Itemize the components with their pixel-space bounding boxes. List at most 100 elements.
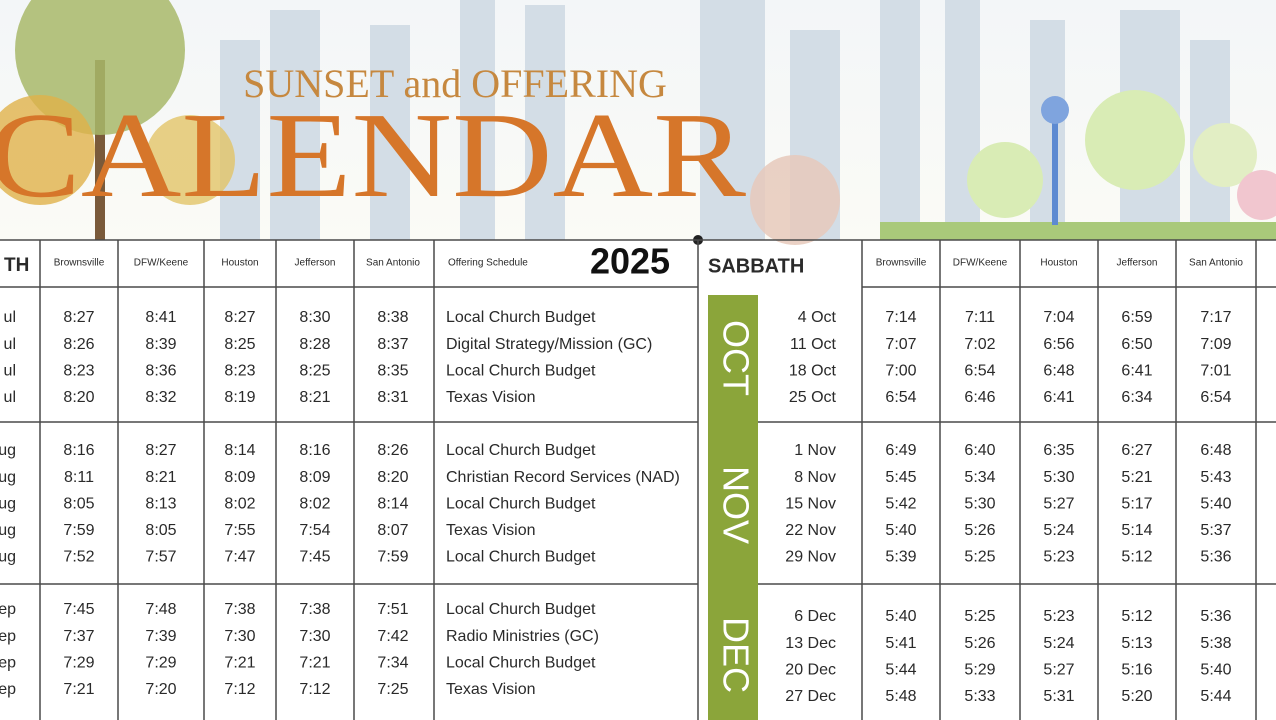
cell: 5:31 <box>1043 688 1074 705</box>
cell: 8:16 <box>299 442 330 459</box>
cell: 6:59 <box>1121 309 1152 326</box>
cell: 7:21 <box>63 681 94 698</box>
cell: 5:30 <box>1043 469 1074 486</box>
cell: ep <box>0 654 16 671</box>
column-header: Brownsville <box>54 258 105 269</box>
cell: 8:26 <box>377 442 408 459</box>
cell: 6:48 <box>1200 442 1231 459</box>
cell: 5:44 <box>885 661 916 678</box>
cell: 7:45 <box>299 549 330 566</box>
cell: 8:09 <box>299 469 330 486</box>
cell: 7:52 <box>63 549 94 566</box>
month: DEC <box>715 617 756 693</box>
cell: 7:54 <box>299 522 330 539</box>
cell: 8 Nov <box>794 469 836 486</box>
cell: 5:43 <box>1200 469 1231 486</box>
cell: 27 Dec <box>785 688 836 705</box>
cell: 7:57 <box>145 549 176 566</box>
cell: 7:21 <box>224 654 255 671</box>
column-header: San Antonio <box>1189 258 1243 269</box>
offering: Local Church Budget <box>446 309 596 326</box>
cell: 6:35 <box>1043 442 1074 459</box>
cell: 7:29 <box>145 654 176 671</box>
cell: ul <box>4 309 16 326</box>
offering: Texas Vision <box>446 681 536 698</box>
cell: 5:23 <box>1043 549 1074 566</box>
cell: ul <box>4 362 16 379</box>
title: CALENDAR <box>0 88 747 223</box>
cell: 8:13 <box>145 495 176 512</box>
cell: 6:50 <box>1121 336 1152 353</box>
cell: 7:14 <box>885 309 916 326</box>
column-header: DFW/Keene <box>953 258 1008 269</box>
cell: 5:44 <box>1200 688 1231 705</box>
cell: 6 Dec <box>794 608 836 625</box>
cell: 7:37 <box>63 628 94 645</box>
cell: ug <box>0 522 16 539</box>
column-header: Jefferson <box>1117 258 1158 269</box>
cell: 5:27 <box>1043 661 1074 678</box>
cell: 8:02 <box>224 495 255 512</box>
cell: 8:20 <box>377 469 408 486</box>
cell: 8:19 <box>224 389 255 406</box>
cell: 5:26 <box>964 635 995 652</box>
subtitle: SUNSET and OFFERING <box>243 61 667 106</box>
cell: 8:25 <box>224 336 255 353</box>
cell: 5:36 <box>1200 608 1231 625</box>
cell: 5:29 <box>964 661 995 678</box>
offering: Local Church Budget <box>446 362 596 379</box>
cell: 8:39 <box>145 336 176 353</box>
cell: 8:07 <box>377 522 408 539</box>
cell: ug <box>0 549 16 566</box>
cell: 7:20 <box>145 681 176 698</box>
cell: 7:11 <box>965 309 995 326</box>
cell: 8:36 <box>145 362 176 379</box>
cell: ep <box>0 681 16 698</box>
cell: 6:40 <box>964 442 995 459</box>
cell: 7:38 <box>299 601 330 618</box>
cell: 7:47 <box>224 549 255 566</box>
cell: 8:38 <box>377 309 408 326</box>
cell: 7:51 <box>377 601 408 618</box>
month: NOV <box>715 466 756 544</box>
cell: 5:24 <box>1043 635 1074 652</box>
cell: 5:26 <box>964 522 995 539</box>
cell: 5:36 <box>1200 549 1231 566</box>
cell: 5:48 <box>885 688 916 705</box>
cell: 6:48 <box>1043 362 1074 379</box>
cell: 7:39 <box>145 628 176 645</box>
month: OCT <box>715 320 756 396</box>
cell: 8:27 <box>145 442 176 459</box>
cell: 8:26 <box>63 336 94 353</box>
cell: 5:38 <box>1200 635 1231 652</box>
cell: 8:37 <box>377 336 408 353</box>
cell: 8:35 <box>377 362 408 379</box>
cell: 11 Oct <box>790 336 837 353</box>
cell: 5:42 <box>885 495 916 512</box>
column-header: Houston <box>1040 258 1077 269</box>
cell: 5:12 <box>1121 608 1152 625</box>
cell: 8:14 <box>377 495 408 512</box>
cell: 6:41 <box>1043 389 1074 406</box>
cell: 8:25 <box>299 362 330 379</box>
cell: 8:27 <box>224 309 255 326</box>
cell: 20 Dec <box>785 661 836 678</box>
banner-art <box>0 0 1276 245</box>
offering: Local Church Budget <box>446 549 596 566</box>
offering: Texas Vision <box>446 522 536 539</box>
cell: 8:02 <box>299 495 330 512</box>
cell: 7:07 <box>885 336 916 353</box>
cell: ul <box>4 389 16 406</box>
cell: 5:13 <box>1121 635 1152 652</box>
offering: Digital Strategy/Mission (GC) <box>446 336 652 353</box>
cell: 7:12 <box>224 681 255 698</box>
cell: 5:39 <box>885 549 916 566</box>
cell: 1 Nov <box>794 442 836 459</box>
cell: 25 Oct <box>789 389 837 406</box>
cell: 7:01 <box>1200 362 1231 379</box>
cell: 8:09 <box>224 469 255 486</box>
cell: 5:16 <box>1121 661 1152 678</box>
cell: 7:59 <box>63 522 94 539</box>
cell: 5:30 <box>964 495 995 512</box>
cell: 7:30 <box>224 628 255 645</box>
